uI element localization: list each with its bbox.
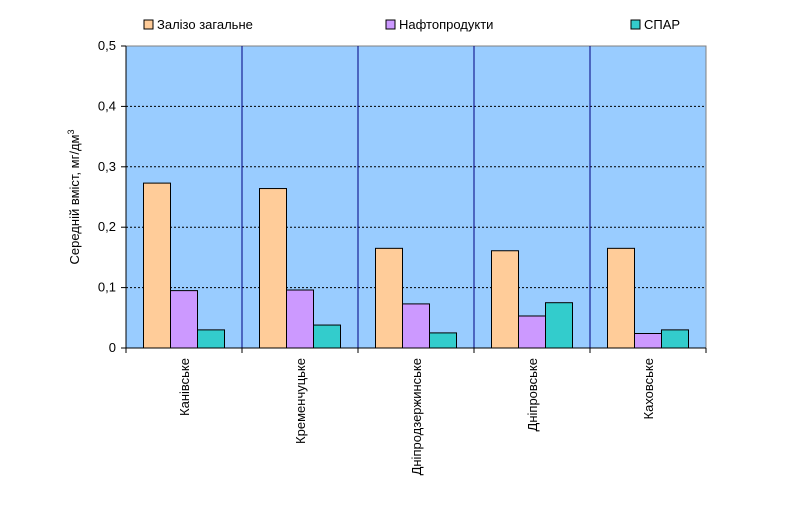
bar <box>198 330 225 348</box>
legend-label: Залізо загальне <box>157 17 253 32</box>
legend-swatch <box>144 20 153 29</box>
x-tick-label: Дніпровське <box>525 358 540 431</box>
legend-label: СПАР <box>644 17 680 32</box>
bar <box>171 291 198 348</box>
y-axis-label-text: Середній вміст, мг/дм <box>67 134 82 264</box>
bar-chart: 0 0,1 0,2 0,3 0,4 0,5 Канівське Кременчуцьке Дн… <box>0 0 791 503</box>
legend-item: СПАР <box>631 17 680 32</box>
bar <box>403 304 430 348</box>
legend-item: Нафтопродукти <box>386 17 493 32</box>
bar <box>608 248 635 348</box>
legend-swatch <box>631 20 640 29</box>
bar <box>376 248 403 348</box>
x-tick-label: Каховське <box>641 358 656 419</box>
legend-swatch <box>386 20 395 29</box>
y-tick-labels: 0 0,1 0,2 0,3 0,4 0,5 <box>98 38 116 355</box>
bar <box>546 303 573 348</box>
legend-item: Залізо загальне <box>144 17 253 32</box>
y-tick-label: 0,2 <box>98 219 116 234</box>
y-axis-label-superscript: 3 <box>66 130 76 135</box>
y-tick-label: 0,4 <box>98 98 116 113</box>
bar <box>519 316 546 348</box>
legend: Залізо загальне Нафтопродукти СПАР <box>144 17 680 32</box>
x-tick-label: Канівське <box>177 358 192 416</box>
bar <box>314 325 341 348</box>
y-tick-label: 0,5 <box>98 38 116 53</box>
bar <box>260 189 287 348</box>
bar <box>144 183 171 348</box>
bar <box>492 251 519 348</box>
x-tick-label: Дніпродзержинське <box>409 358 424 475</box>
y-tick-label: 0 <box>109 340 116 355</box>
bar <box>430 333 457 348</box>
x-tick-label: Кременчуцьке <box>293 358 308 444</box>
y-tick-label: 0,1 <box>98 280 116 295</box>
bar <box>635 334 662 348</box>
chart-container: 0 0,1 0,2 0,3 0,4 0,5 Канівське Кременчуцьке Дн… <box>0 0 791 503</box>
y-tick-label: 0,3 <box>98 159 116 174</box>
bar <box>287 290 314 348</box>
y-axis-label: Середній вміст, мг/дм3 <box>66 130 82 265</box>
x-tick-labels: Канівське Кременчуцьке Дніпродзержинське Дн… <box>177 358 656 475</box>
legend-label: Нафтопродукти <box>399 17 493 32</box>
bar <box>662 330 689 348</box>
